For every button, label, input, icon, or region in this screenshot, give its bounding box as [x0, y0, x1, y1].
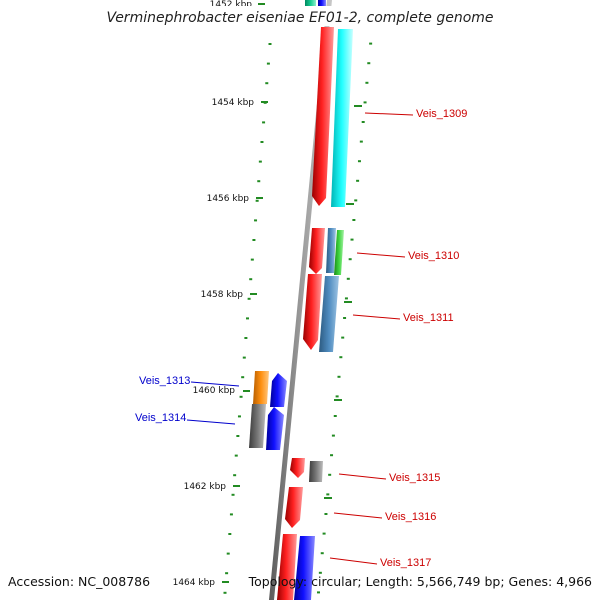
tick-label-1456: 1456 kbp — [207, 194, 250, 204]
map-title: Verminephrobacter eiseniae EF01-2, compl… — [106, 10, 493, 26]
cds-veis-1313 — [253, 371, 269, 404]
title-backdrop — [105, 6, 495, 26]
leader-line — [352, 314, 401, 320]
cds-feature — [294, 536, 315, 600]
leader-line — [186, 419, 236, 425]
leader-line — [329, 557, 378, 565]
leader-line — [356, 252, 406, 258]
cds-veis-1310 — [309, 228, 325, 274]
leader-line — [364, 112, 414, 116]
cds-feature — [318, 0, 326, 6]
topology-text: Topology: circular; Length: 5,566,749 bp… — [248, 574, 592, 589]
scale-minor-ticks — [223, 23, 374, 594]
leader-line — [190, 381, 240, 387]
tick-label-1464: 1464 kbp — [173, 578, 216, 588]
cds-feature — [334, 230, 344, 275]
cds-feature — [305, 0, 316, 6]
gene-label-veis-1309[interactable]: Veis_1309 — [416, 108, 467, 120]
cds-veis-1314 — [249, 404, 266, 448]
forward-strand-features — [277, 0, 353, 600]
cds-feature — [326, 228, 336, 273]
tick-label-1462: 1462 kbp — [184, 482, 227, 492]
accession-text: Accession: NC_008786 — [8, 574, 150, 589]
tick-label-1454: 1454 kbp — [212, 98, 255, 108]
gene-labels: Veis_1309 Veis_1310 Veis_1311 Veis_1315 … — [135, 108, 467, 569]
leader-line — [333, 512, 383, 519]
tick-label-1460: 1460 kbp — [193, 386, 236, 396]
tick-label-1452: 1452 kbp — [210, 0, 253, 10]
cds-feature — [319, 276, 339, 352]
cds-feature — [266, 407, 284, 450]
cds-veis-1316 — [285, 487, 303, 528]
cds-feature — [309, 461, 323, 482]
cds-feature — [270, 373, 287, 407]
gene-label-veis-1317[interactable]: Veis_1317 — [380, 557, 431, 569]
leader-line — [338, 473, 387, 480]
cds-veis-1309 — [312, 27, 334, 206]
gene-label-veis-1314[interactable]: Veis_1314 — [135, 412, 186, 424]
tick-label-1458: 1458 kbp — [201, 290, 244, 300]
cds-veis-1309-partner — [331, 29, 353, 207]
gene-label-veis-1311[interactable]: Veis_1311 — [403, 312, 454, 324]
gene-label-veis-1315[interactable]: Veis_1315 — [389, 472, 440, 484]
label-leaders — [186, 112, 414, 565]
right-scale-ticks — [324, 105, 362, 499]
cds-veis-1315 — [290, 458, 305, 478]
cds-veis-1317 — [277, 534, 297, 600]
cds-veis-1311 — [303, 274, 322, 350]
reverse-strand-features — [249, 371, 287, 450]
scale-labels: 1452 kbp 1454 kbp 1456 kbp 1458 kbp 1460… — [173, 0, 268, 588]
gene-label-veis-1313[interactable]: Veis_1313 — [139, 375, 190, 387]
gene-label-veis-1310[interactable]: Veis_1310 — [408, 250, 459, 262]
gene-label-veis-1316[interactable]: Veis_1316 — [385, 511, 436, 523]
